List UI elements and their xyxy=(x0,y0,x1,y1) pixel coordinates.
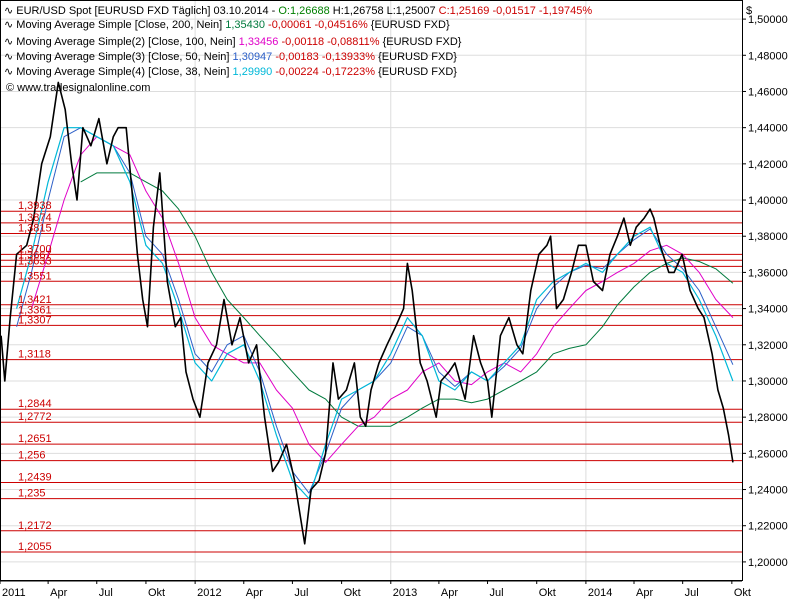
level-label: 1,2772 xyxy=(18,411,52,423)
y-tick-label: 1,40000 xyxy=(748,195,788,207)
x-tick-label: Apr xyxy=(441,587,458,599)
y-tick-label: 1,50000 xyxy=(748,14,788,26)
legend-ma50-label: Moving Average Simple(3) [Close, 50, Nei… xyxy=(16,51,232,63)
level-lines xyxy=(0,210,742,553)
y-tick-label: 1,46000 xyxy=(748,86,788,98)
level-label: 1,3307 xyxy=(18,314,52,326)
y-tick-label: 1,36000 xyxy=(748,267,788,279)
x-tick-label: 2014 xyxy=(588,587,612,599)
legend-ma100-label: Moving Average Simple(2) [Close, 100, Ne… xyxy=(16,36,238,48)
legend-ma200: ∿ Moving Average Simple [Close, 200, Nei… xyxy=(4,19,450,31)
series-line-price xyxy=(0,81,734,545)
legend-ma100-symbol: {EURUSD FXD} xyxy=(383,36,462,48)
chart-line-icon: ∿ xyxy=(4,5,13,17)
legend-ma38: ∿ Moving Average Simple(4) [Close, 38, N… xyxy=(4,66,457,78)
x-tick-label: Jul xyxy=(294,587,308,599)
copyright-text: © www.tradesignalonline.com xyxy=(6,82,150,94)
legend-ma100-change: -0,00118 -0,08811% xyxy=(281,36,379,48)
legend-ma38-label: Moving Average Simple(4) [Close, 38, Nei… xyxy=(16,66,232,78)
x-tick-label: 2013 xyxy=(393,587,417,599)
legend-ma38-change: -0,00224 -0,17223% xyxy=(275,66,375,78)
legend-title-close: C:1,25169 -0,01517 -1,19745% xyxy=(439,5,593,17)
x-tick-label: 2012 xyxy=(197,587,221,599)
legend-title: ∿ EUR/USD Spot [EURUSD FXD Täglich] 03.1… xyxy=(4,5,592,17)
x-tick-label: Okt xyxy=(539,587,556,599)
level-label: 1,2055 xyxy=(18,541,52,553)
currency-symbol: $ xyxy=(746,5,752,17)
series-lines xyxy=(0,81,734,545)
level-label: 1,2651 xyxy=(18,433,52,445)
legend-ma200-symbol: {EURUSD FXD} xyxy=(371,19,450,31)
level-label: 1,2172 xyxy=(18,520,52,532)
y-tick-label: 1,38000 xyxy=(748,231,788,243)
legend-ma200-value: 1,35430 xyxy=(225,19,265,31)
legend-title-low: L:1,25007 xyxy=(387,5,436,17)
level-label: 1,3874 xyxy=(18,212,52,224)
level-label: 1,3361 xyxy=(18,305,52,317)
x-tick-label: Jul xyxy=(490,587,504,599)
legend-ma200-change: -0,00061 -0,04516% xyxy=(268,19,368,31)
legend-ma200-label: Moving Average Simple [Close, 200, Nein] xyxy=(16,19,225,31)
legend-ma38-value: 1,29990 xyxy=(233,66,273,78)
level-label: 1,3938 xyxy=(18,200,52,212)
y-tick-label: 1,42000 xyxy=(748,159,788,171)
y-tick-label: 1,44000 xyxy=(748,123,788,135)
level-label: 1,256 xyxy=(18,450,46,462)
legend-ma50: ∿ Moving Average Simple(3) [Close, 50, N… xyxy=(4,51,457,63)
chart-line-icon: ∿ xyxy=(4,51,13,63)
chart-line-icon: ∿ xyxy=(4,36,13,48)
legend-ma38-symbol: {EURUSD FXD} xyxy=(378,66,457,78)
level-label: 1,3118 xyxy=(18,349,51,361)
x-tick-label: Apr xyxy=(636,587,653,599)
legend-ma50-symbol: {EURUSD FXD} xyxy=(378,51,457,63)
x-tick-label: Okt xyxy=(734,587,751,599)
x-tick-label: Okt xyxy=(344,587,361,599)
legend-title-high: H:1,26758 xyxy=(333,5,384,17)
chart-line-icon: ∿ xyxy=(4,66,13,78)
level-label: 1,3815 xyxy=(18,223,52,235)
x-tick-label: 2011 xyxy=(2,587,26,599)
x-axis: 2011 Apr Jul Okt 2012 Apr Jul Okt 2013 Apr Jul Okt 2… xyxy=(0,580,751,599)
x-tick-label: Apr xyxy=(246,587,263,599)
legend-title-instrument: EUR/USD Spot [EURUSD FXD Täglich] 03.10.… xyxy=(16,5,278,17)
y-tick-label: 1,26000 xyxy=(748,448,788,460)
legend: ∿ EUR/USD Spot [EURUSD FXD Täglich] 03.1… xyxy=(4,5,592,94)
series-line-ma200 xyxy=(80,172,734,427)
legend-ma100-value: 1,33456 xyxy=(239,36,279,48)
level-label: 1,3421 xyxy=(18,294,52,306)
y-axis: 1,20000 1,22000 1,24000 1,26000 1,28000 1,300… xyxy=(742,14,788,569)
legend-title-open: O:1,26688 xyxy=(278,5,329,17)
x-tick-label: Okt xyxy=(148,587,165,599)
y-tick-label: 1,48000 xyxy=(748,50,788,62)
y-tick-label: 1,20000 xyxy=(748,557,788,569)
legend-ma100: ∿ Moving Average Simple(2) [Close, 100, … xyxy=(4,36,462,48)
level-label: 1,3551 xyxy=(18,270,52,282)
level-label: 1,2844 xyxy=(18,398,52,410)
y-tick-label: 1,34000 xyxy=(748,304,788,316)
level-label: 1,235 xyxy=(18,488,46,500)
x-tick-label: Jul xyxy=(685,587,699,599)
legend-ma50-change: -0,00183 -0,13933% xyxy=(275,51,375,63)
grid xyxy=(0,1,742,580)
level-label: 1,2439 xyxy=(18,471,52,483)
series-line-ma100 xyxy=(31,136,734,463)
y-tick-label: 1,32000 xyxy=(748,340,788,352)
x-tick-label: Apr xyxy=(50,587,67,599)
y-tick-label: 1,22000 xyxy=(748,521,788,533)
level-label: 1,3633 xyxy=(18,255,52,267)
y-tick-label: 1,28000 xyxy=(748,412,788,424)
chart-line-icon: ∿ xyxy=(4,19,13,31)
level-label: 1,3667 xyxy=(18,249,52,261)
level-label: 1,3700 xyxy=(18,243,52,255)
legend-ma50-value: 1,30947 xyxy=(233,51,273,63)
y-tick-label: 1,24000 xyxy=(748,485,788,497)
x-tick-label: Jul xyxy=(99,587,113,599)
y-tick-label: 1,30000 xyxy=(748,376,788,388)
